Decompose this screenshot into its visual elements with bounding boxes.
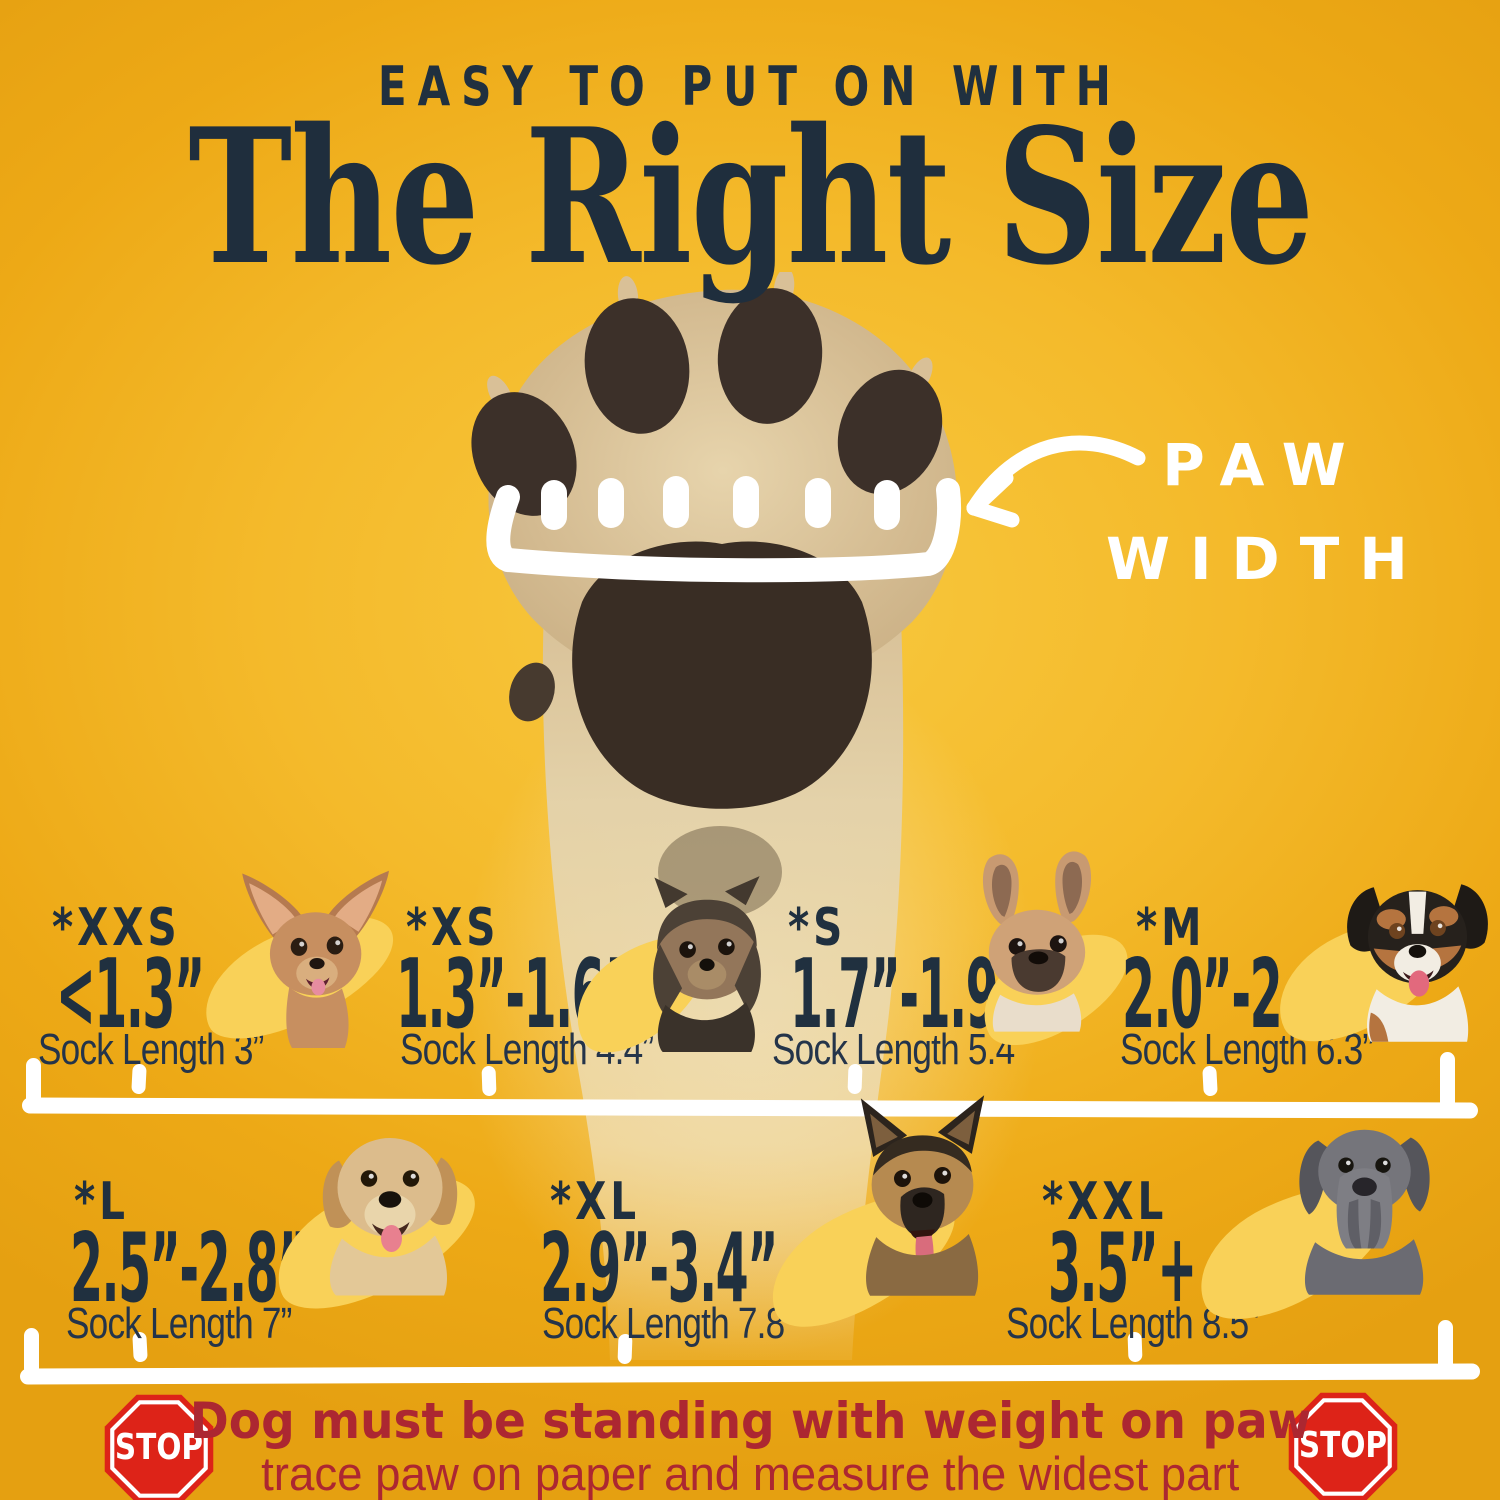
sock-length: Sock Length 7.8” (542, 1299, 796, 1348)
toe-pad (837, 369, 943, 495)
warning-line1: Dog must be standing with weight on paw (189, 1392, 1311, 1450)
size-entry-xl: *XL 2.9”-3.4” Sock Length 7.8” (540, 1095, 985, 1348)
size-label: *L (74, 1172, 129, 1232)
french-bulldog-photo (982, 851, 1092, 1032)
ruler2-left-cap (24, 1328, 39, 1376)
central-pad (572, 541, 872, 809)
great-dane-photo (1299, 1129, 1430, 1295)
header: EASY TO PUT ON WITH (0, 60, 1500, 114)
paw-width-annotation: PAW WIDTH (1106, 418, 1422, 606)
size-label: *M (1136, 898, 1206, 958)
size-label: *XXL (1042, 1172, 1168, 1232)
paw-width-measure-line (486, 476, 961, 583)
sock-length: Sock Length 5.4” (772, 1025, 1026, 1074)
size-entry-xxl: *XXL 3.5”+ Sock Length 8.5” (1006, 1129, 1430, 1346)
stop-sign-label: STOP (1298, 1425, 1388, 1466)
size-entry-s: *S 1.7”-1.9” Sock Length 5.4” (772, 851, 1146, 1072)
size-label: *XXS (52, 898, 181, 958)
title-wrap: The Right Size (0, 104, 1500, 290)
size-range: <1.3” (56, 940, 205, 1050)
measure-ruler-row1 (21, 1097, 1479, 1119)
paw-width-line2: WIDTH (1106, 525, 1428, 593)
australian-shepherd-photo (1347, 884, 1488, 1042)
stop-sign-icon: STOP (1284, 1388, 1402, 1500)
size-entry-l: *L 2.5”-2.8” Sock Length 7” (66, 1138, 495, 1346)
arrow-icon (966, 435, 1146, 528)
german-shepherd-photo (860, 1095, 985, 1296)
size-range: 2.5”-2.8” (70, 1214, 308, 1324)
warning-line1-wrap: Dog must be standing with weight on paw (0, 1396, 1500, 1446)
stop-sign-icon: STOP (100, 1390, 218, 1500)
paw-width-line1: PAW (1162, 431, 1366, 499)
ruler1-left-cap (26, 1058, 41, 1110)
measure-ruler-row2 (19, 1363, 1481, 1385)
size-label: *XL (550, 1172, 641, 1232)
page-title: The Right Size (187, 87, 1314, 306)
ruler1-right-cap (1440, 1052, 1455, 1110)
size-range: 2.9”-3.4” (540, 1214, 778, 1324)
warning-line2: trace paw on paper and measure the wides… (260, 1447, 1240, 1500)
size-entry-m: *M 2.0”-2.4” Sock Length 6.3” (1120, 884, 1488, 1072)
golden-retriever-photo (322, 1138, 458, 1296)
yorkshire-terrier-photo (653, 876, 761, 1052)
size-entry-xxs: *XXS <1.3” Sock Length 3” (38, 870, 411, 1072)
stop-sign-label: STOP (114, 1427, 204, 1468)
size-range: 3.5”+ (1048, 1214, 1197, 1324)
chihuahua-photo (242, 870, 389, 1048)
kicker-heading: EASY TO PUT ON WITH (378, 55, 1122, 118)
warning-line2-wrap: trace paw on paper and measure the wides… (0, 1450, 1500, 1497)
size-label: *S (788, 898, 847, 958)
size-label: *XS (406, 898, 500, 958)
size-entry-xs: *XS 1.3”-1.6” Sock Length 4.4” (396, 876, 761, 1072)
sock-length: Sock Length 7” (66, 1299, 292, 1348)
toe-pad (717, 288, 823, 424)
ruler2-right-cap (1438, 1320, 1453, 1376)
toe-pad (584, 298, 690, 434)
